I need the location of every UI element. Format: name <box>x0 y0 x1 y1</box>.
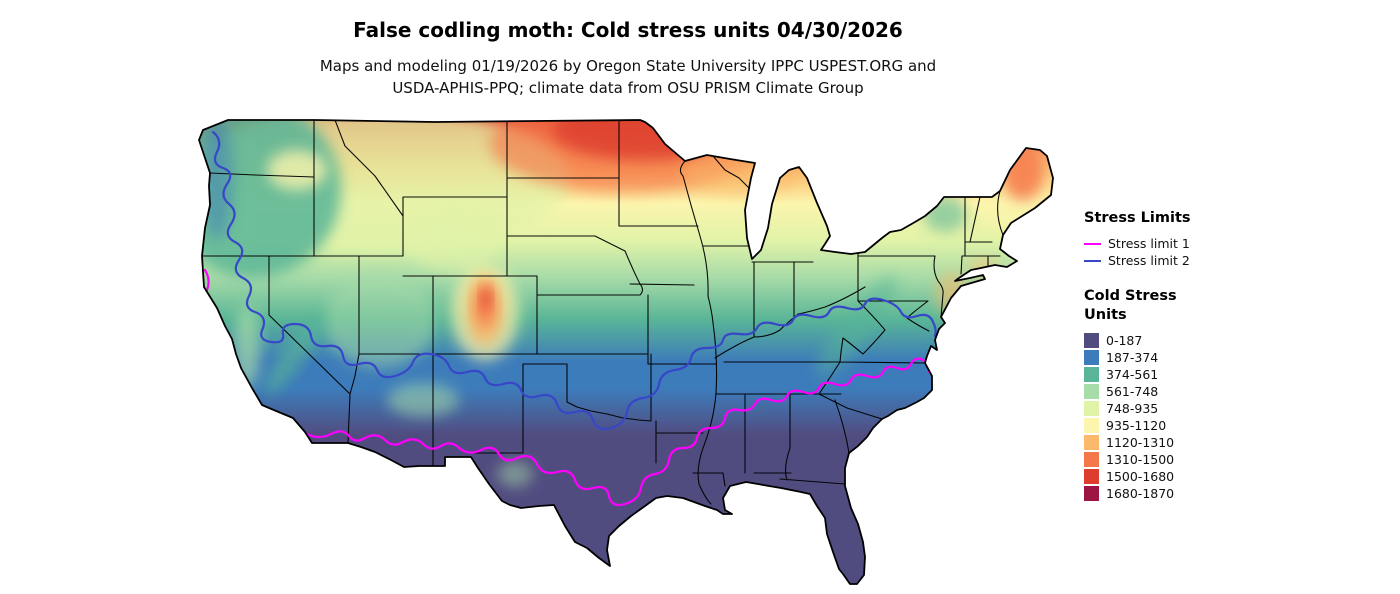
raster-blob <box>405 200 501 272</box>
cold-heading-line-1: Cold Stress <box>1084 288 1177 304</box>
color-swatch <box>1084 486 1099 501</box>
legend-item-stress-limit-2: Stress limit 2 <box>1084 252 1264 269</box>
legend-class-row: 935-1120 <box>1084 417 1264 434</box>
us-map-svg <box>198 119 1054 585</box>
figure-header: False codling moth: Cold stress units 04… <box>0 0 1256 99</box>
color-swatch <box>1084 469 1099 484</box>
legend-class-row: 374-561 <box>1084 366 1264 383</box>
raster-blob <box>923 196 967 232</box>
subtitle-line-2: USDA-APHIS-PPQ; climate data from OSU PR… <box>392 79 864 97</box>
color-swatch <box>1084 333 1099 348</box>
figure-subtitle: Maps and modeling 01/19/2026 by Oregon S… <box>0 55 1256 99</box>
class-label: 1500-1680 <box>1106 469 1175 484</box>
stress-limit-2-swatch <box>1084 259 1101 262</box>
color-swatch <box>1084 401 1099 416</box>
color-swatch <box>1084 452 1099 467</box>
raster-blob <box>387 383 459 417</box>
legend-class-row: 748-935 <box>1084 400 1264 417</box>
color-swatch <box>1084 435 1099 450</box>
color-swatch <box>1084 367 1099 382</box>
raster-blob <box>234 304 260 388</box>
color-swatch <box>1084 350 1099 365</box>
stress-limit-2-contour <box>211 130 937 431</box>
raster-blob <box>481 288 491 308</box>
class-label: 935-1120 <box>1106 418 1167 433</box>
legend-class-row: 187-374 <box>1084 349 1264 366</box>
class-label: 187-374 <box>1106 350 1159 365</box>
page-title: False codling moth: Cold stress units 04… <box>353 18 903 42</box>
class-label: 748-935 <box>1106 401 1159 416</box>
stress-limit-1-swatch <box>1084 242 1101 245</box>
legend-class-row: 1120-1310 <box>1084 434 1264 451</box>
color-swatch <box>1084 418 1099 433</box>
legend-class-row: 1500-1680 <box>1084 468 1264 485</box>
state-borders <box>201 120 1004 505</box>
legend-class-row: 561-748 <box>1084 383 1264 400</box>
stress-limits-heading: Stress Limits <box>1084 210 1191 226</box>
stress-limit-2-label: Stress limit 2 <box>1108 253 1190 268</box>
class-label: 1120-1310 <box>1106 435 1175 450</box>
raster-blob <box>324 272 436 368</box>
legend-class-row: 0-187 <box>1084 332 1264 349</box>
color-swatch <box>1084 384 1099 399</box>
us-outline <box>198 119 1054 585</box>
raster-blob <box>497 461 533 487</box>
us-map <box>195 118 1063 592</box>
class-label: 0-187 <box>1106 333 1143 348</box>
legend-item-stress-limit-1: Stress limit 1 <box>1084 235 1264 252</box>
legend-class-row: 1680-1870 <box>1084 485 1264 502</box>
legend: Stress Limits Stress limit 1 Stress limi… <box>1084 210 1264 502</box>
cold-heading-line-2: Units <box>1084 307 1127 323</box>
subtitle-line-1: Maps and modeling 01/19/2026 by Oregon S… <box>319 57 937 75</box>
class-label: 1680-1870 <box>1106 486 1175 501</box>
class-label: 561-748 <box>1106 384 1159 399</box>
class-label: 1310-1500 <box>1106 452 1175 467</box>
stress-limit-1-label: Stress limit 1 <box>1108 236 1190 251</box>
raster-blob <box>267 150 327 190</box>
class-label: 374-561 <box>1106 367 1159 382</box>
cold-stress-units-heading: Cold Stress Units <box>1084 287 1264 325</box>
legend-class-row: 1310-1500 <box>1084 451 1264 468</box>
